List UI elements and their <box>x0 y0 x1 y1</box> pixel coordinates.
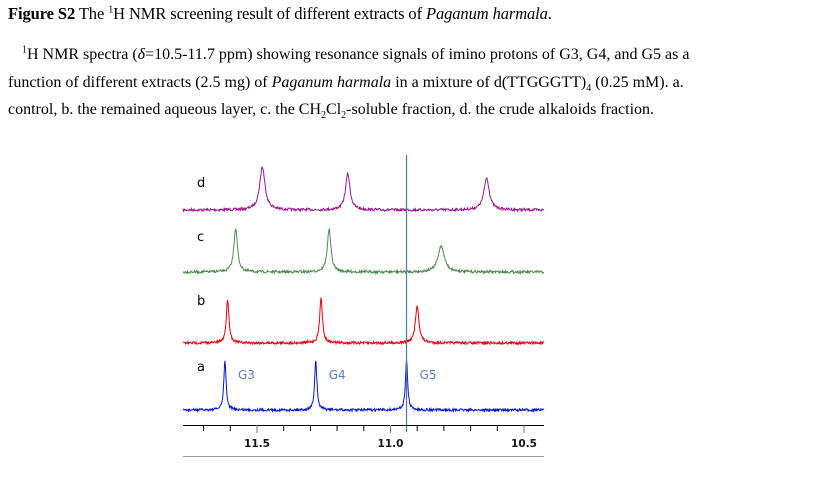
caption-text: in a mixture of d(TTGGGTT) <box>391 73 587 91</box>
caption-text: Cl <box>326 101 342 118</box>
caption-line-2: function of different extracts (2.5 mg) … <box>8 69 808 97</box>
caption-subscript: 2 <box>321 110 327 122</box>
x-axis: 11.5 11.0 10.5 <box>183 425 544 457</box>
caption-line-3: control, b. the remained aqueous layer, … <box>8 96 808 124</box>
caption-subscript: 2 <box>341 110 347 122</box>
caption-text: (0.25 mM). a. <box>591 73 684 91</box>
labels-group: d c b a G3 G4 G5 <box>197 155 436 432</box>
caption-text: =10.5-11.7 ppm) showing resonance signal… <box>145 46 690 63</box>
caption-superscript: 1 <box>108 4 114 16</box>
caption-text: control, b. the remained aqueous layer, … <box>8 101 322 118</box>
caption-text: H NMR spectra ( <box>27 46 138 63</box>
caption-superscript: 1 <box>22 44 27 56</box>
species-name: Paganum harmala <box>426 4 548 23</box>
figure-label: Figure S2 <box>8 4 76 23</box>
tick-label: 10.5 <box>511 438 537 450</box>
tick-label: 11.5 <box>244 438 270 450</box>
caption-subscript: 4 <box>586 82 592 94</box>
caption-text: function of different extracts (2.5 mg) … <box>8 73 272 91</box>
delta-symbol: δ <box>137 46 146 63</box>
spectrum-trace-d <box>182 166 545 213</box>
figure-caption-body: 1H NMR spectra (δ=10.5-11.7 ppm) showing… <box>8 41 808 124</box>
trace-label-d: d <box>197 176 205 191</box>
species-name: Paganum harmala <box>271 73 392 91</box>
caption-line-1: 1H NMR spectra (δ=10.5-11.7 ppm) showing… <box>8 41 808 69</box>
trace-label-b: b <box>197 294 205 309</box>
caption-text: The <box>75 4 109 23</box>
spectrum-trace-a <box>182 359 545 414</box>
peak-label-g3: G3 <box>238 368 255 382</box>
caption-text: -soluble fraction, d. the crude alkaloid… <box>346 101 655 118</box>
spectrum-trace-b <box>182 297 545 346</box>
caption-text: H NMR screening result of different extr… <box>113 4 426 23</box>
figure-caption-title: Figure S2 The 1H NMR screening result of… <box>8 4 552 24</box>
peak-label-g4: G4 <box>329 368 346 382</box>
trace-label-a: a <box>197 360 205 375</box>
peak-label-g5: G5 <box>420 368 437 382</box>
spectrum-trace-c <box>182 227 545 275</box>
caption-text: . <box>547 4 552 23</box>
trace-label-c: c <box>197 230 204 245</box>
traces-group <box>182 166 545 414</box>
tick-label: 11.0 <box>378 438 404 450</box>
